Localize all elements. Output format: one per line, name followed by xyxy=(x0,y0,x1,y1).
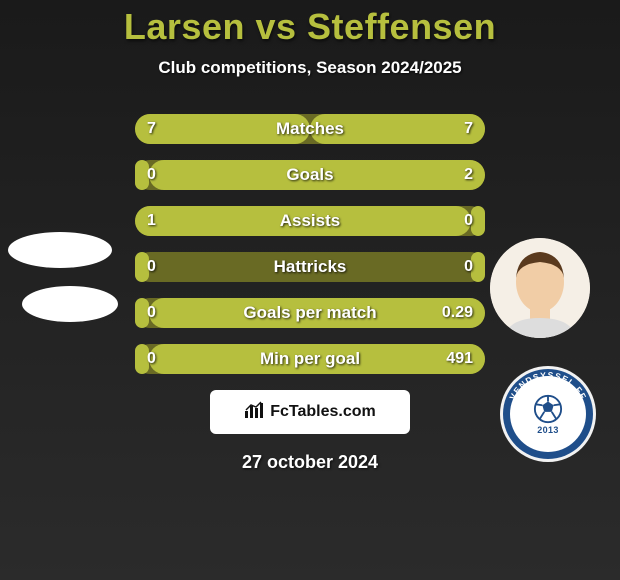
stat-row: Hattricks0 0 xyxy=(135,252,485,282)
avatar-right-player xyxy=(490,238,590,338)
crest-text-arc: VENDSYSSEL FF xyxy=(500,366,596,462)
chart-icon xyxy=(244,401,264,424)
stat-row: Matches7 7 xyxy=(135,114,485,144)
stat-value-right: 0 xyxy=(464,252,473,282)
stat-value-left: 7 xyxy=(147,114,156,144)
stat-value-right: 2 xyxy=(464,160,473,190)
avatar-left-club xyxy=(22,286,118,322)
stat-value-right: 0.29 xyxy=(442,298,473,328)
stat-label: Matches xyxy=(135,114,485,144)
stat-label: Hattricks xyxy=(135,252,485,282)
stat-row: Min per goal0 491 xyxy=(135,344,485,374)
footer-badge[interactable]: FcTables.com xyxy=(210,390,410,434)
stat-value-left: 0 xyxy=(147,298,156,328)
stat-row: Goals0 2 xyxy=(135,160,485,190)
stats-area: 2013 VENDSYSSEL FF Matches77Goals02Assis… xyxy=(0,114,620,374)
crest-label: VENDSYSSEL FF xyxy=(507,370,588,402)
stat-value-left: 1 xyxy=(147,206,156,236)
stat-row: Goals per match0 0.29 xyxy=(135,298,485,328)
content-root: Larsen vs Steffensen Club competitions, … xyxy=(0,0,620,580)
stat-label: Goals per match xyxy=(135,298,485,328)
subtitle: Club competitions, Season 2024/2025 xyxy=(0,58,620,78)
avatar-right-club: 2013 VENDSYSSEL FF xyxy=(500,366,596,462)
stat-label: Assists xyxy=(135,206,485,236)
stat-value-right: 0 xyxy=(464,206,473,236)
stat-value-right: 7 xyxy=(464,114,473,144)
stat-value-left: 0 xyxy=(147,344,156,374)
avatar-left-player xyxy=(8,232,112,268)
stat-value-left: 0 xyxy=(147,252,156,282)
stat-value-left: 0 xyxy=(147,160,156,190)
footer-text: FcTables.com xyxy=(270,403,376,421)
stat-label: Goals xyxy=(135,160,485,190)
stat-label: Min per goal xyxy=(135,344,485,374)
stat-value-right: 491 xyxy=(446,344,473,374)
title-vs: vs xyxy=(255,6,296,47)
title-right: Steffensen xyxy=(307,6,496,47)
page-title: Larsen vs Steffensen xyxy=(0,6,620,48)
player-face-icon xyxy=(490,238,590,338)
stat-row: Assists1 0 xyxy=(135,206,485,236)
title-left: Larsen xyxy=(124,6,245,47)
svg-text:VENDSYSSEL FF: VENDSYSSEL FF xyxy=(507,370,588,402)
